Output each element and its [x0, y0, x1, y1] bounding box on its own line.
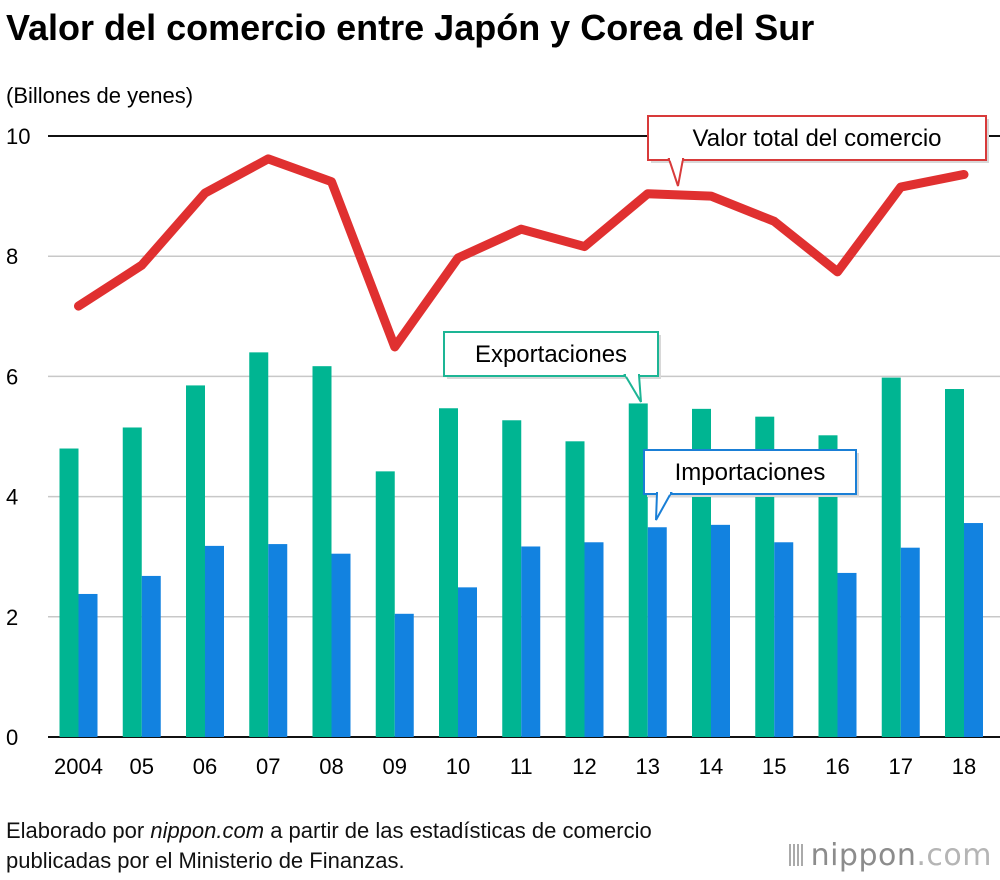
bar-importaciones-14: [711, 524, 730, 737]
bar-importaciones-10: [458, 587, 477, 737]
callout-valor-total-label: Valor total del comercio: [693, 125, 942, 152]
callout-valor-total: Valor total del comercio: [647, 115, 989, 187]
bar-importaciones-15: [774, 542, 794, 737]
bar-exportaciones-08: [312, 366, 332, 737]
x-tick-16: 16: [825, 754, 849, 779]
bar-exportaciones-10: [439, 408, 458, 737]
y-tick-10: 10: [6, 124, 30, 149]
callout-exportaciones-label: Exportaciones: [475, 341, 627, 368]
bar-series: [59, 352, 983, 737]
bar-importaciones-06: [205, 545, 224, 737]
x-tick-18: 18: [952, 754, 976, 779]
x-tick-08: 08: [319, 754, 343, 779]
bar-exportaciones-06: [186, 385, 205, 737]
x-tick-13: 13: [636, 754, 660, 779]
source-rest: a partir de las estadísticas de comercio…: [6, 818, 652, 873]
y-unit-label: (Billones de yenes): [6, 83, 193, 108]
line-valor-total: [74, 154, 969, 352]
bar-importaciones-17: [900, 547, 920, 737]
callout-exportaciones-box: [443, 331, 659, 377]
x-tick-2004: 2004: [54, 754, 103, 779]
bar-importaciones-16: [837, 572, 857, 737]
source-prefix: Elaborado por: [6, 818, 151, 843]
callout-valor-total-pointer: [667, 158, 685, 187]
x-tick-12: 12: [572, 754, 596, 779]
bar-importaciones-09: [394, 613, 414, 737]
chart-title: Valor del comercio entre Japón y Corea d…: [6, 7, 814, 48]
y-tick-6: 6: [6, 364, 18, 389]
x-tick-labels: 2004 05 06 07 08 09 10 11 12 13 14 15 16 17 18: [54, 754, 976, 779]
x-tick-14: 14: [699, 754, 723, 779]
y-tick-0: 0: [6, 725, 18, 750]
brand-name: nippon: [810, 838, 917, 873]
callout-valor-total-box: [647, 115, 987, 161]
bar-importaciones-12: [584, 542, 604, 737]
bar-exportaciones-11: [502, 420, 522, 737]
bar-exportaciones-2004: [59, 448, 79, 737]
bar-importaciones-11: [521, 546, 541, 737]
x-tick-06: 06: [193, 754, 217, 779]
x-tick-09: 09: [383, 754, 407, 779]
series-callouts: Valor total del comercio Exportaciones Imp…: [443, 115, 989, 521]
bar-exportaciones-16: [818, 435, 838, 737]
callout-importaciones-label: Importaciones: [675, 459, 826, 486]
x-tick-07: 07: [256, 754, 280, 779]
bar-exportaciones-05: [122, 427, 142, 737]
y-tick-8: 8: [6, 244, 18, 269]
source-note: Elaborado por nippon.com a partir de las…: [6, 816, 726, 876]
brand-suffix: .com: [916, 838, 992, 873]
callout-importaciones-box: [643, 449, 857, 495]
logo-bars-icon: [788, 839, 805, 874]
bar-importaciones-18: [964, 523, 983, 737]
bar-exportaciones-18: [945, 389, 964, 737]
source-site: nippon.com: [150, 818, 265, 843]
x-tick-05: 05: [130, 754, 154, 779]
bar-exportaciones-17: [881, 377, 901, 737]
callout-importaciones-pointer: [655, 492, 673, 521]
callout-exportaciones-pointer: [623, 374, 642, 403]
callout-importaciones: Importaciones: [643, 449, 859, 521]
bar-exportaciones-07: [249, 352, 269, 737]
nippon-logo: nippon.com: [788, 838, 992, 874]
bar-importaciones-08: [331, 553, 351, 737]
callout-exportaciones: Exportaciones: [443, 331, 661, 403]
y-tick-4: 4: [6, 485, 18, 510]
y-tick-labels: 0 2 4 6 8 10: [6, 124, 30, 750]
bar-exportaciones-09: [375, 471, 395, 737]
x-tick-17: 17: [889, 754, 913, 779]
total-line-series: [74, 154, 969, 352]
x-tick-10: 10: [446, 754, 470, 779]
x-tick-15: 15: [762, 754, 786, 779]
x-tick-11: 11: [510, 754, 533, 779]
bar-importaciones-13: [647, 527, 667, 737]
bar-importaciones-2004: [78, 593, 98, 737]
y-tick-2: 2: [6, 605, 18, 630]
trade-chart: Valor del comercio entre Japón y Corea d…: [6, 7, 1000, 779]
bar-importaciones-07: [268, 544, 288, 737]
bar-exportaciones-12: [565, 441, 585, 737]
bar-importaciones-05: [141, 575, 161, 737]
